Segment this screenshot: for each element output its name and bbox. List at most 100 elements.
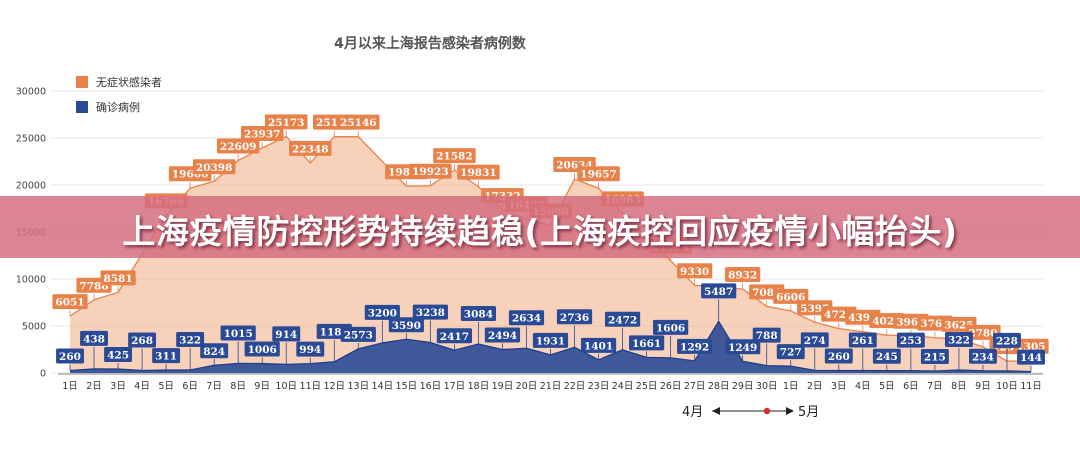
asymptomatic-data-label-box bbox=[216, 138, 260, 154]
month-arrow-right-icon bbox=[786, 407, 794, 415]
confirmed-data-label: 274 bbox=[804, 335, 826, 347]
confirmed-data-label-box bbox=[993, 332, 1021, 348]
confirmed-data-label: 322 bbox=[179, 334, 201, 346]
x-tick-label: 7日 bbox=[206, 381, 222, 392]
x-tick-label: 3日 bbox=[831, 381, 847, 392]
x-tick-label: 27日 bbox=[684, 381, 706, 392]
confirmed-data-label-box bbox=[752, 327, 781, 343]
confirmed-data-label: 1401 bbox=[584, 340, 613, 352]
month-arrow-left-icon bbox=[712, 407, 720, 415]
legend-label-confirmed: 确诊病例 bbox=[96, 100, 140, 114]
asymptomatic-data-label-box bbox=[725, 267, 761, 283]
confirmed-data-label-box bbox=[968, 348, 997, 364]
confirmed-data-label: 311 bbox=[155, 351, 177, 363]
asymptomatic-data-label-box bbox=[677, 263, 713, 279]
asymptomatic-data-label: 22348 bbox=[292, 143, 329, 155]
confirmed-data-label-box bbox=[1017, 349, 1045, 365]
confirmed-data-label-box bbox=[508, 310, 545, 326]
confirmed-data-label-box bbox=[104, 347, 133, 363]
asymptomatic-data-label: 6051 bbox=[55, 297, 84, 309]
asymptomatic-data-label-box bbox=[409, 163, 452, 179]
y-tick-label: 10000 bbox=[16, 275, 46, 286]
confirmed-data-label: 1015 bbox=[224, 328, 253, 340]
confirmed-data-label-box bbox=[272, 326, 301, 342]
confirmed-data-label-box bbox=[848, 332, 877, 348]
confirmed-data-label: 2417 bbox=[440, 331, 469, 343]
confirmed-data-label-box bbox=[484, 327, 521, 343]
x-tick-label: 26日 bbox=[660, 381, 682, 392]
asymptomatic-data-label: 8581 bbox=[103, 273, 132, 285]
asymptomatic-data-label: 6606 bbox=[776, 291, 805, 303]
series-confirmed-area bbox=[70, 321, 1031, 373]
asymptomatic-data-label: 25141 bbox=[316, 117, 353, 129]
confirmed-data-label: 2736 bbox=[560, 312, 589, 324]
x-tick-label: 4日 bbox=[855, 381, 871, 392]
x-axis: 1日 2日 3日 4日 5日 6日 7日 8日 9日 10日 11日 12日 13日 14日 15日 16日 1… bbox=[58, 373, 1043, 392]
series-confirmed-line bbox=[69, 320, 1032, 373]
x-tick-label: 21日 bbox=[540, 381, 562, 392]
x-tick-label: 16日 bbox=[420, 381, 442, 392]
confirmed-data-label-box bbox=[436, 328, 473, 344]
confirmed-data-label-box bbox=[532, 332, 569, 348]
confirmed-data-label: 5487 bbox=[704, 286, 733, 298]
asymptomatic-data-label: 19923 bbox=[412, 166, 449, 178]
asymptomatic-data-label: 20398 bbox=[196, 162, 233, 174]
confirmed-data-label-box bbox=[56, 348, 84, 364]
legend-label-asymptomatic: 无症状感染者 bbox=[96, 75, 162, 89]
headline-banner: 上海疫情防控形势持续趋稳(上海疾控回应疫情小幅抬头) bbox=[0, 196, 1080, 258]
confirmed-data-label-box bbox=[872, 348, 901, 364]
x-tick-label: 13日 bbox=[348, 381, 370, 392]
x-tick-label: 22日 bbox=[564, 381, 586, 392]
asymptomatic-data-label: 23937 bbox=[244, 128, 281, 140]
confirmed-data-label: 260 bbox=[59, 351, 81, 363]
confirmed-data-label-box bbox=[824, 348, 853, 364]
confirmed-data-label: 914 bbox=[275, 329, 297, 341]
confirmed-data-label: 1606 bbox=[656, 322, 685, 334]
asymptomatic-data-label-box bbox=[457, 164, 500, 180]
asymptomatic-data-label-box bbox=[337, 114, 380, 130]
asymptomatic-data-label-box bbox=[192, 159, 236, 175]
confirmed-data-label: 144 bbox=[1020, 352, 1042, 364]
x-tick-label: 1日 bbox=[783, 381, 799, 392]
confirmed-data-label: 260 bbox=[828, 351, 850, 363]
x-tick-label: 25日 bbox=[636, 381, 658, 392]
confirmed-data-label: 438 bbox=[83, 333, 105, 345]
confirmed-data-label: 3590 bbox=[392, 320, 421, 332]
month-dot-icon bbox=[763, 407, 771, 415]
asymptomatic-data-label: 2780 bbox=[968, 327, 997, 339]
x-tick-label: 10日 bbox=[996, 381, 1018, 392]
asymptomatic-data-label: 22609 bbox=[220, 141, 257, 153]
confirmed-data-label-box bbox=[412, 304, 448, 320]
confirmed-data-label: 2573 bbox=[344, 329, 373, 341]
confirmed-data-label-box bbox=[340, 326, 376, 342]
x-tick-label: 15日 bbox=[396, 381, 418, 392]
x-tick-label: 23日 bbox=[588, 381, 610, 392]
confirmed-data-label: 245 bbox=[876, 351, 898, 363]
x-tick-label: 9日 bbox=[975, 381, 991, 392]
confirmed-data-label-box bbox=[677, 338, 713, 354]
y-tick-label: 25000 bbox=[16, 134, 46, 145]
chart-title: 4月以来上海报告感染者病例数 bbox=[334, 35, 527, 52]
asymptomatic-data-label-box bbox=[433, 148, 476, 164]
headline-text: 上海疫情防控形势持续趋稳(上海疾控回应疫情小幅抬头) bbox=[122, 212, 958, 251]
x-tick-label: 6日 bbox=[182, 381, 198, 392]
confirmed-data-label-box bbox=[200, 343, 229, 359]
confirmed-data-label-box bbox=[580, 337, 617, 353]
confirmed-data-label-box bbox=[701, 283, 737, 299]
asymptomatic-data-label-box bbox=[289, 140, 332, 156]
confirmed-data-label: 268 bbox=[131, 335, 153, 347]
confirmed-data-label-box bbox=[896, 332, 925, 348]
x-tick-label: 18日 bbox=[468, 381, 490, 392]
asymptomatic-data-label: 8932 bbox=[728, 270, 757, 282]
legend-swatch-asymptomatic bbox=[76, 76, 88, 88]
confirmed-data-label: 824 bbox=[203, 346, 225, 358]
asymptomatic-data-label-box bbox=[52, 294, 88, 310]
confirmed-data-label-box bbox=[800, 332, 829, 348]
confirmed-data-label: 994 bbox=[299, 344, 321, 356]
asymptomatic-data-label-box bbox=[264, 114, 308, 130]
confirmed-data-label: 3200 bbox=[368, 307, 397, 319]
x-tick-label: 2日 bbox=[86, 381, 102, 392]
asymptomatic-data-label-box bbox=[240, 125, 284, 141]
confirmed-data-label: 1661 bbox=[632, 338, 661, 350]
asymptomatic-data-label: 19657 bbox=[580, 169, 617, 181]
